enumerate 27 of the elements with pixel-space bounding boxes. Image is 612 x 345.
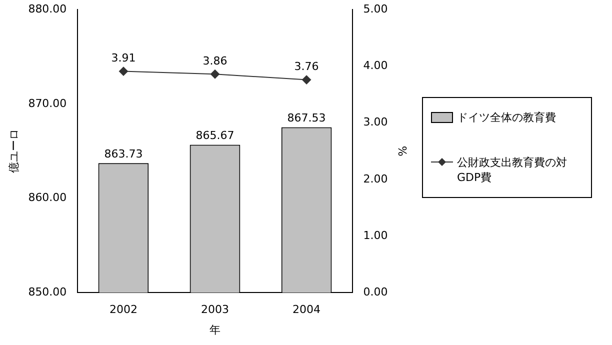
y2-tick-label: 0.00 — [363, 285, 388, 298]
y-axis-title: 億ユーロ — [7, 129, 20, 174]
point — [118, 66, 128, 76]
legend-label: ドイツ全体の教育費 — [457, 110, 556, 125]
x-tick-label: 2004 — [292, 303, 321, 316]
y-tick-label: 880.00 — [28, 2, 67, 16]
x-tick-label: 2003 — [201, 303, 229, 316]
point — [210, 70, 220, 79]
data-label: 3.91 — [111, 52, 136, 65]
y-tick-label: 850.00 — [28, 285, 67, 298]
x-tick-label: 2002 — [109, 303, 138, 316]
data-label: 865.67 — [196, 129, 234, 142]
y2-tick-label: 1.00 — [363, 228, 388, 242]
data-label: 3.76 — [294, 60, 319, 74]
y2-tick-label: 4.00 — [363, 59, 388, 72]
y-tick-label: 860.00 — [28, 191, 67, 204]
legend-label: 公財政支出教育費の対GDP費 — [457, 155, 568, 185]
y2-axis-title: % — [396, 146, 409, 156]
x-axis-title: 年 — [210, 323, 220, 336]
data-label: 3.86 — [202, 54, 228, 68]
data-label: 867.53 — [287, 112, 326, 125]
y2-tick-label: 2.00 — [363, 172, 388, 186]
y-tick-label: 870.00 — [28, 96, 67, 110]
y2-tick-label: 5.00 — [363, 2, 388, 16]
y2-tick-label: 3.00 — [363, 116, 388, 129]
data-label: 863.73 — [104, 147, 143, 160]
point — [302, 75, 312, 84]
